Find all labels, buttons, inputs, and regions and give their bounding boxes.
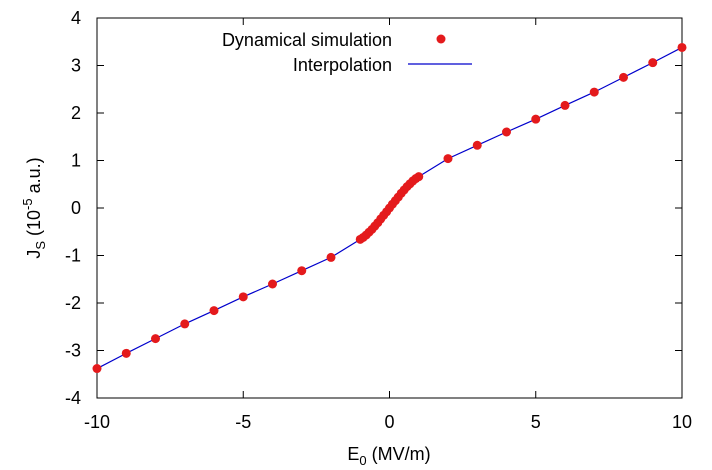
legend-label-simulation: Dynamical simulation xyxy=(222,30,392,50)
simulation-point xyxy=(268,279,277,289)
simulation-point xyxy=(326,252,336,262)
simulation-point xyxy=(151,334,160,344)
simulation-point xyxy=(180,319,190,329)
simulation-point xyxy=(472,140,482,150)
legend: Dynamical simulation Interpolation xyxy=(222,30,472,75)
y-tick-label: -4 xyxy=(65,388,81,408)
x-tick-label: -5 xyxy=(235,412,251,432)
simulation-point xyxy=(677,42,687,52)
simulation-point xyxy=(502,127,511,137)
y-tick-label: -1 xyxy=(65,246,81,266)
simulation-point xyxy=(297,266,307,276)
simulation-point xyxy=(238,292,248,302)
simulation-point xyxy=(619,72,628,82)
legend-marker-simulation xyxy=(436,34,446,44)
x-axis-label-rest: (MV/m) xyxy=(367,444,431,464)
simulation-point xyxy=(560,100,570,110)
series-points xyxy=(92,42,687,374)
x-tick-label: -10 xyxy=(84,412,110,432)
simulation-point xyxy=(443,154,453,164)
y-tick-label: -3 xyxy=(65,341,81,361)
x-axis-label: E0 (MV/m) xyxy=(347,444,430,468)
y-axis-label-base: J xyxy=(24,250,44,259)
y-axis-label-rest: a.u.) xyxy=(24,157,44,198)
y-axis-label-subscript: S xyxy=(33,241,48,250)
simulation-point xyxy=(414,172,424,182)
y-axis-label-superscript: -5 xyxy=(20,198,35,210)
x-tick-label: 5 xyxy=(531,412,541,432)
simulation-point xyxy=(589,87,599,97)
x-axis-label-base: E xyxy=(347,444,359,464)
simulation-point xyxy=(648,58,658,68)
y-tick-label: 0 xyxy=(71,198,81,218)
y-tick-label: 2 xyxy=(71,103,81,123)
ticks xyxy=(96,17,683,399)
x-tick-label: 0 xyxy=(384,412,394,432)
simulation-point xyxy=(121,348,131,358)
y-axis-label-mid: (10 xyxy=(24,210,44,241)
y-tick-label: 1 xyxy=(71,151,81,171)
y-tick-label: -2 xyxy=(65,293,81,313)
y-axis-label: JS (10-5 a.u.) xyxy=(20,157,48,258)
y-tick-label: 4 xyxy=(71,8,81,28)
legend-label-interpolation: Interpolation xyxy=(293,55,392,75)
simulation-point xyxy=(209,306,219,316)
simulation-point xyxy=(531,114,541,124)
simulation-point xyxy=(92,364,102,374)
y-tick-label: 3 xyxy=(71,56,81,76)
x-axis-label-subscript: 0 xyxy=(359,453,366,468)
x-tick-label: 10 xyxy=(672,412,692,432)
